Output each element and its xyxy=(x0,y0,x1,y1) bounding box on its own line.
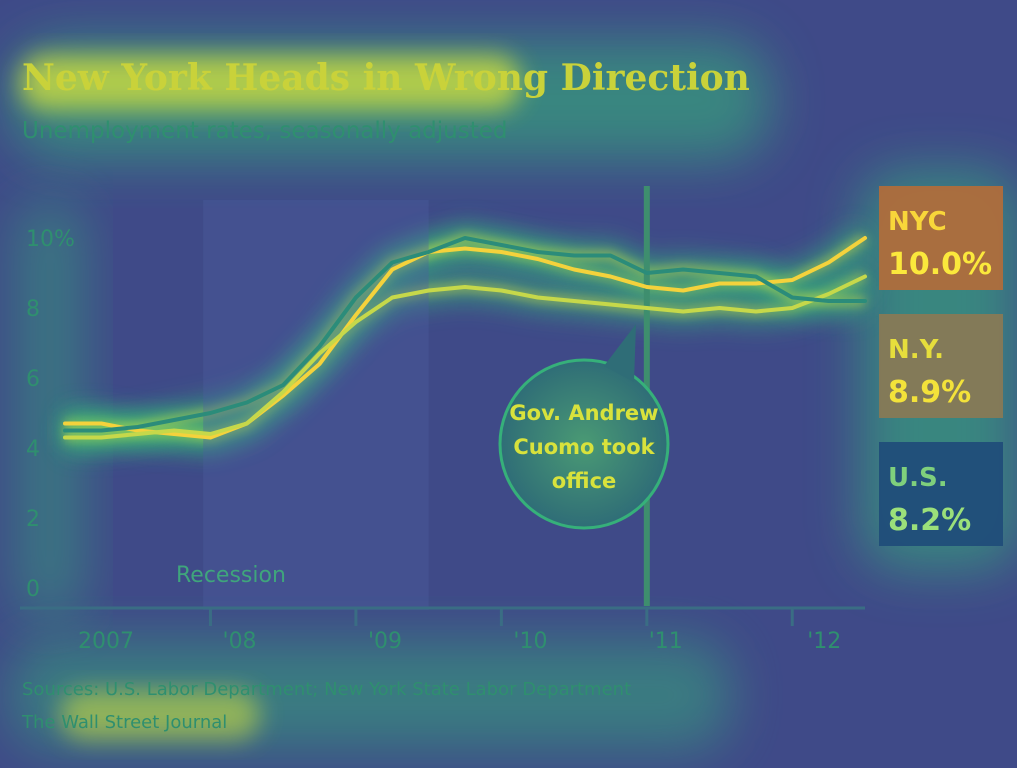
x-tick-label: '10 xyxy=(513,629,547,654)
x-tick-label: '09 xyxy=(368,629,402,654)
legend-value: 8.2% xyxy=(888,503,971,538)
y-tick-label: 10% xyxy=(26,227,75,252)
legend-name: U.S. xyxy=(888,463,948,493)
x-tick-label: '12 xyxy=(807,629,841,654)
series-line xyxy=(63,274,867,440)
recession-label: Recession xyxy=(176,563,286,588)
x-tick-label: 2007 xyxy=(78,629,134,654)
chart-sources: Sources: U.S. Labor Department; New York… xyxy=(22,679,631,700)
y-tick-label: 6 xyxy=(26,367,40,392)
event-pointer xyxy=(604,324,636,382)
legend-box: U.S. 8.2% xyxy=(879,442,1003,546)
series-line xyxy=(63,236,867,440)
y-tick-label: 8 xyxy=(26,297,40,322)
chart-subtitle: Unemployment rates, seasonally adjusted xyxy=(22,118,508,144)
legend-value: 10.0% xyxy=(888,247,992,282)
event-annotation: Gov. Andrew Cuomo took office xyxy=(509,401,658,493)
legend-name: NYC xyxy=(888,207,947,237)
legend-box: N.Y. 8.9% xyxy=(879,314,1003,418)
x-tick-label: '08 xyxy=(223,629,257,654)
legend-value: 8.9% xyxy=(888,375,971,410)
chart-title: New York Heads in Wrong Direction xyxy=(22,57,750,99)
x-tick-label: '11 xyxy=(649,629,683,654)
series-line xyxy=(63,236,867,433)
chart-credit: The Wall Street Journal xyxy=(21,712,227,733)
y-tick-label: 0 xyxy=(26,577,40,602)
legend-name: N.Y. xyxy=(888,335,944,365)
legend-box: NYC 10.0% xyxy=(879,186,1003,290)
event-bubble xyxy=(498,358,670,530)
y-tick-label: 2 xyxy=(26,507,40,532)
y-tick-label: 4 xyxy=(26,437,40,462)
